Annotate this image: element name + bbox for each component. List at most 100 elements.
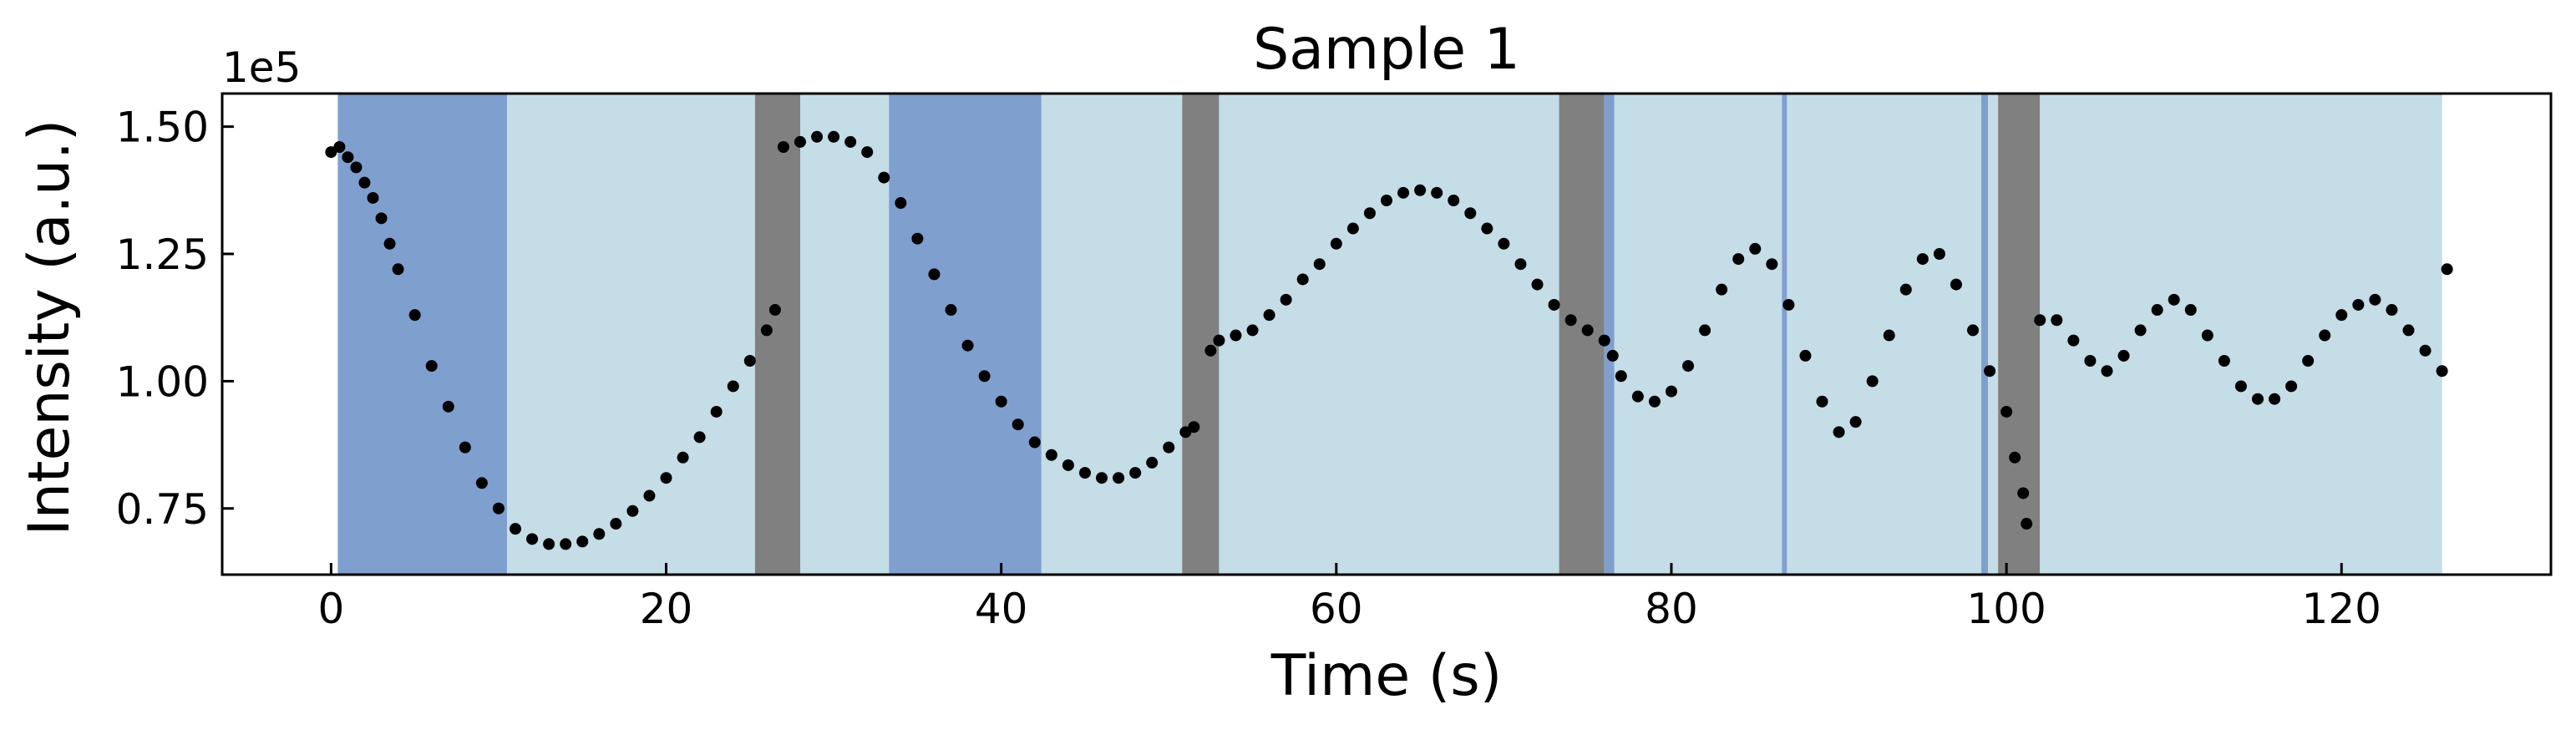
data-point <box>1984 365 1996 378</box>
data-point <box>2218 355 2230 367</box>
data-point <box>1498 237 1510 250</box>
data-point <box>1598 334 1610 347</box>
data-point <box>2101 365 2113 378</box>
x-axis-ticks: 0 20 40 60 80 100 120 <box>317 563 2381 633</box>
data-point <box>945 304 957 317</box>
x-tick-label: 40 <box>975 585 1028 633</box>
data-point <box>928 268 941 281</box>
data-point <box>1188 421 1200 433</box>
y-tick-label: 1.50 <box>116 104 209 152</box>
data-point <box>342 151 354 164</box>
data-point <box>1179 426 1192 438</box>
data-point <box>333 141 346 153</box>
data-point <box>383 237 396 250</box>
data-point <box>1833 426 1845 438</box>
data-point <box>1564 314 1577 327</box>
light-blue-band-7 <box>1219 94 1559 575</box>
data-point <box>1012 418 1024 431</box>
data-point <box>1045 449 1057 461</box>
data-point <box>844 135 857 148</box>
x-tick-label: 100 <box>1966 585 2046 633</box>
data-point <box>1883 329 1895 342</box>
data-point <box>1397 186 1410 199</box>
data-point <box>1363 207 1376 220</box>
light-blue-band-16 <box>2040 94 2442 575</box>
dark-blue-band-13 <box>1981 94 1989 575</box>
data-point <box>1246 324 1259 337</box>
light-blue-band-3 <box>799 94 890 575</box>
x-tick-label: 60 <box>1310 585 1363 633</box>
data-point <box>1213 334 1225 347</box>
data-point <box>1078 467 1091 479</box>
light-blue-band-10 <box>1614 94 1782 575</box>
x-tick-label: 0 <box>317 585 344 633</box>
dark-blue-band-11 <box>1782 94 1787 575</box>
data-point <box>350 161 363 174</box>
x-axis-label: Time (s) <box>1270 643 1503 709</box>
data-point <box>777 141 789 153</box>
data-point <box>1464 207 1477 220</box>
data-point <box>593 528 606 540</box>
data-point <box>2302 355 2315 367</box>
data-point <box>1204 344 1217 357</box>
dark-blue-band-4 <box>889 94 1042 575</box>
data-point <box>1648 395 1661 408</box>
axes-frame <box>221 92 2553 576</box>
data-point <box>1682 360 1695 373</box>
data-point <box>1146 456 1159 469</box>
dark-blue-band-9 <box>1604 94 1615 575</box>
data-point <box>1448 195 1460 206</box>
data-point <box>961 339 974 352</box>
y-tick-label: 1.00 <box>116 357 209 406</box>
data-point <box>1967 324 1980 337</box>
data-point <box>1113 472 1125 484</box>
data-point <box>1129 467 1142 479</box>
data-point <box>1933 248 1945 260</box>
data-point <box>677 451 689 464</box>
data-point <box>2335 309 2348 322</box>
data-point <box>1766 258 1778 271</box>
data-point <box>492 502 505 514</box>
data-point <box>1296 273 1309 286</box>
data-point <box>1531 278 1544 291</box>
data-point <box>2419 344 2431 357</box>
dark-blue-band-0 <box>337 94 507 575</box>
data-point <box>2234 380 2247 393</box>
data-point <box>367 191 379 204</box>
data-point <box>1163 441 1175 454</box>
data-point <box>392 263 404 276</box>
data-point <box>2034 314 2046 327</box>
y-tick-label: 0.75 <box>116 485 209 534</box>
light-blue-band-1 <box>506 94 755 575</box>
data-point <box>1615 370 1627 383</box>
data-point <box>828 130 840 143</box>
data-point <box>1330 237 1342 250</box>
data-point <box>1481 222 1493 235</box>
data-point <box>1263 309 1275 322</box>
data-point <box>693 431 706 444</box>
data-point <box>1950 278 1962 291</box>
gray-band-6 <box>1182 94 1220 575</box>
data-point <box>1782 298 1795 311</box>
y-axis-offset-label: 1e5 <box>222 43 301 92</box>
data-point <box>1514 258 1527 271</box>
data-point <box>794 135 806 148</box>
y-axis-ticks: 0.75 1.00 1.25 1.50 <box>116 104 234 534</box>
data-point <box>358 176 371 189</box>
gray-band-2 <box>754 94 800 575</box>
data-point <box>1631 390 1644 403</box>
data-points <box>325 130 2453 550</box>
data-point <box>1096 472 1108 484</box>
data-point <box>743 355 756 367</box>
data-point <box>425 360 438 373</box>
data-point <box>626 504 639 517</box>
data-point <box>610 518 622 530</box>
data-point <box>2051 314 2063 327</box>
data-point <box>576 535 589 548</box>
data-point <box>861 146 874 159</box>
data-point <box>760 324 773 337</box>
data-point <box>1062 459 1074 471</box>
gray-band-15 <box>1998 94 2041 575</box>
data-point <box>2017 487 2030 499</box>
